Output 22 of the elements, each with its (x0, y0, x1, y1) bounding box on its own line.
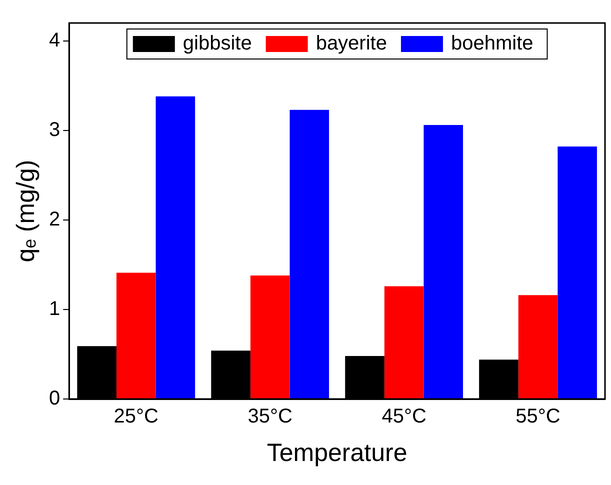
bar (558, 146, 597, 398)
x-tick-label: 55°C (516, 406, 560, 428)
x-axis-title: Temperature (266, 438, 408, 467)
x-tick-label: 45°C (382, 406, 426, 428)
bar (290, 110, 330, 398)
legend-label: boehmite (450, 32, 534, 55)
bar (156, 96, 196, 398)
y-tick-label: 4 (49, 29, 60, 52)
legend-label: gibbsite (182, 32, 252, 55)
y-tick-label: 2 (49, 208, 60, 230)
bar (250, 275, 290, 398)
legend-label: bayerite (316, 32, 387, 55)
x-tick-label: 25°C (114, 406, 158, 428)
bar (116, 272, 156, 398)
bar (424, 125, 463, 398)
y-tick-label: 0 (49, 388, 60, 410)
x-tick-label: 35°C (248, 406, 292, 428)
bar (518, 295, 558, 398)
y-tick-label: 3 (49, 118, 60, 141)
bar (384, 286, 424, 398)
y-tick-label: 1 (49, 298, 60, 320)
y-axis-title: qₑ (mg/g) (12, 160, 40, 262)
